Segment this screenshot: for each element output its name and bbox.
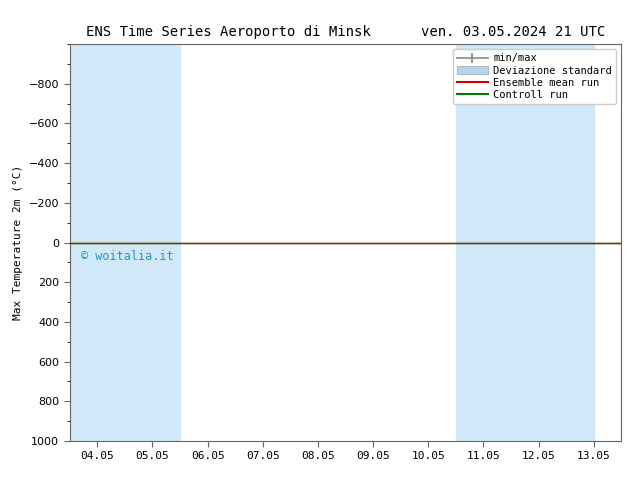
- Title: ENS Time Series Aeroporto di Minsk      ven. 03.05.2024 21 UTC: ENS Time Series Aeroporto di Minsk ven. …: [86, 25, 605, 39]
- Bar: [456, 44, 511, 441]
- Bar: [70, 44, 125, 441]
- Y-axis label: Max Temperature 2m (°C): Max Temperature 2m (°C): [13, 165, 23, 320]
- Bar: [125, 44, 180, 441]
- Bar: [566, 44, 593, 441]
- Legend: min/max, Deviazione standard, Ensemble mean run, Controll run: min/max, Deviazione standard, Ensemble m…: [453, 49, 616, 104]
- Bar: [511, 44, 566, 441]
- Text: © woitalia.it: © woitalia.it: [81, 250, 173, 264]
